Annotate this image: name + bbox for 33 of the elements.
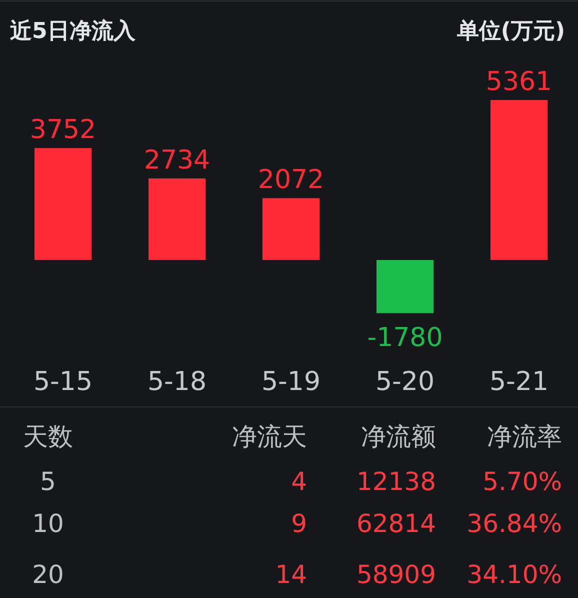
text: 62814 — [356, 509, 436, 538]
text: 9 — [291, 509, 307, 538]
data-label: 3752 — [30, 115, 96, 146]
bar — [490, 100, 548, 260]
text: 10 — [32, 509, 64, 538]
x-tick-label: 5-18 — [147, 367, 207, 397]
bar — [376, 260, 434, 314]
x-tick-label: 5-20 — [375, 367, 435, 397]
text: 净流天 — [232, 422, 307, 451]
text: 36.84% — [466, 509, 562, 538]
text: 5 — [40, 467, 56, 496]
text: 58909 — [356, 560, 436, 589]
text: 5.70% — [482, 467, 562, 496]
text: 天数 — [23, 422, 73, 451]
data-label: 5361 — [486, 67, 552, 97]
x-tick-label: 5-15 — [33, 367, 93, 397]
x-tick-label: 5-21 — [489, 367, 549, 397]
text: 净流率 — [487, 422, 562, 451]
chart-title: 近5日净流入 — [9, 18, 136, 44]
data-label: 2072 — [258, 165, 324, 196]
text: 34.10% — [466, 560, 562, 589]
data-label: -1780 — [367, 323, 443, 354]
text: 4 — [291, 467, 307, 496]
data-label: 2734 — [144, 145, 210, 176]
bar — [262, 198, 320, 260]
x-tick-label: 5-19 — [261, 367, 321, 397]
y-axis-title: 单位(万元) — [456, 19, 565, 44]
text: 12138 — [356, 467, 436, 496]
bar — [148, 178, 206, 260]
text: 净流额 — [361, 422, 436, 451]
bar — [34, 148, 92, 260]
text: 20 — [32, 560, 64, 589]
text: 14 — [275, 560, 307, 589]
